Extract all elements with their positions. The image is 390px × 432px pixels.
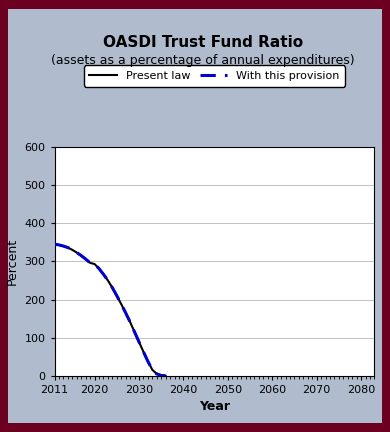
Text: OASDI Trust Fund Ratio: OASDI Trust Fund Ratio	[103, 35, 303, 50]
X-axis label: Year: Year	[199, 400, 230, 413]
Y-axis label: Percent: Percent	[6, 238, 19, 285]
Legend: Present law, With this provision: Present law, With this provision	[84, 65, 345, 86]
Text: (assets as a percentage of annual expenditures): (assets as a percentage of annual expend…	[51, 54, 355, 67]
